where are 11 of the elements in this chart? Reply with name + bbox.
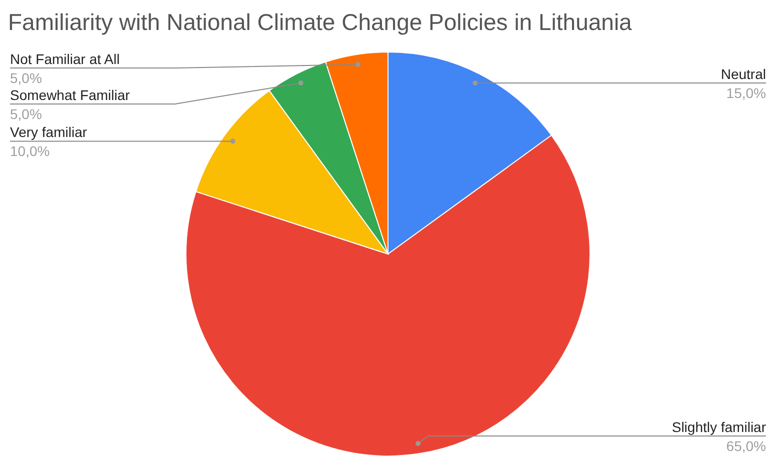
slice-label: Somewhat Familiar (10, 87, 130, 103)
slice-label: Very familiar (10, 124, 88, 140)
chart-title: Familiarity with National Climate Change Policies in Lithuania (8, 9, 632, 35)
slice-label: Slightly familiar (672, 419, 766, 435)
data-label: 15,0% (726, 85, 766, 102)
data-label: 5,0% (10, 106, 42, 122)
data-label: 65,0% (726, 438, 766, 454)
slice-label: Not Familiar at All (10, 51, 120, 67)
data-label: 10,0% (10, 143, 50, 160)
data-label: 5,0% (10, 70, 42, 86)
slice-label: Neutral (720, 66, 766, 82)
